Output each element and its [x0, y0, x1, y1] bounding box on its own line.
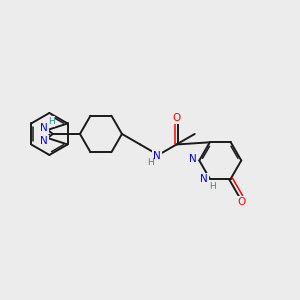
Text: O: O	[237, 197, 245, 207]
Text: N: N	[40, 136, 48, 146]
Text: H: H	[147, 158, 154, 167]
Text: O: O	[172, 112, 181, 123]
Text: H: H	[209, 182, 216, 191]
Text: H: H	[48, 117, 55, 126]
Text: N: N	[200, 174, 208, 184]
Text: N: N	[153, 152, 161, 161]
Text: N: N	[40, 123, 48, 133]
Text: N: N	[189, 154, 197, 164]
